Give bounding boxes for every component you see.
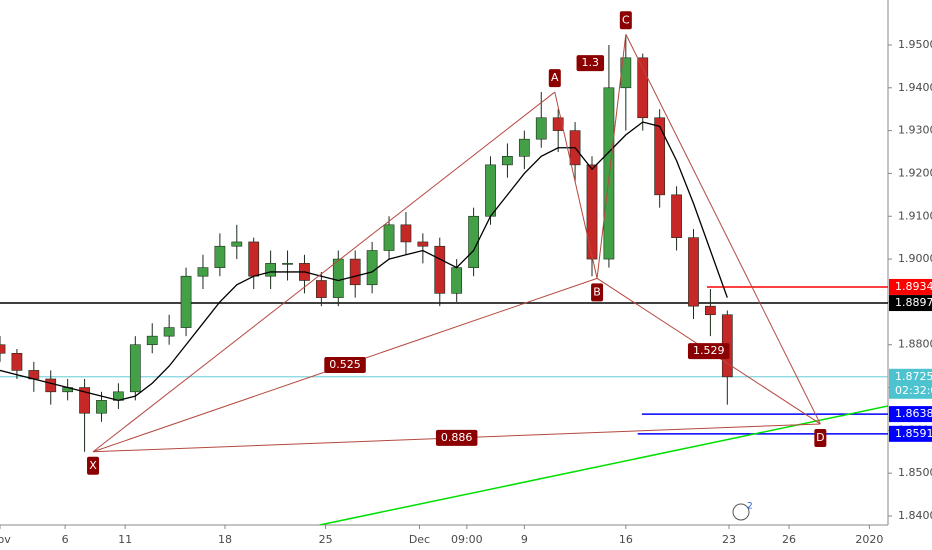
candle-body	[400, 224, 412, 243]
price-label-box	[889, 406, 932, 423]
candle-body	[637, 57, 649, 119]
y-tick-label: 1.84000	[898, 509, 932, 522]
candle-body	[502, 156, 513, 166]
pattern-point-box	[548, 69, 561, 88]
pattern-point-box	[87, 456, 100, 475]
candle-body	[654, 117, 666, 196]
price-label-box	[889, 278, 932, 295]
price-label: 1.85919	[895, 427, 932, 440]
candle-body	[0, 344, 6, 354]
pattern-point-label: C	[622, 13, 630, 26]
candle-body	[468, 215, 479, 268]
pattern-line	[596, 34, 627, 279]
price-label: 1.88973	[895, 296, 932, 309]
moving-average	[0, 121, 728, 402]
x-tick-label: 2020	[855, 533, 883, 546]
y-tick-label: 1.85000	[898, 466, 932, 479]
candle-body	[586, 164, 598, 260]
price-label-box	[889, 295, 932, 312]
y-tick-label: 1.94000	[898, 81, 932, 94]
candle-body	[349, 258, 361, 286]
candle-body	[11, 352, 23, 371]
badge-icon	[732, 503, 750, 521]
candle-body	[518, 138, 530, 157]
candle-body	[315, 280, 327, 298]
pattern-point-label: B	[593, 285, 601, 298]
candle-body	[603, 87, 615, 260]
price-label-box	[889, 425, 932, 442]
candle-body	[688, 237, 699, 307]
pattern-point-box	[591, 283, 604, 302]
x-tick-label: 16	[619, 533, 633, 546]
price-label: 1.87251	[895, 370, 932, 383]
candle-body	[146, 335, 158, 346]
x-tick-label: 09:00	[451, 533, 483, 546]
candle-body	[231, 241, 243, 247]
price-label-box	[889, 368, 932, 399]
pattern-ratio-label: 0.886	[441, 431, 473, 444]
candle-body	[45, 378, 57, 393]
y-tick-label: 1.88000	[898, 338, 932, 351]
candle-body	[366, 250, 378, 286]
candle-body	[552, 117, 564, 131]
pattern-ratio-box	[324, 357, 366, 374]
candle-body	[180, 275, 192, 328]
x-tick-label: 6	[62, 533, 69, 546]
candle-body	[451, 267, 463, 294]
pattern-line	[554, 91, 598, 279]
candle-body	[434, 245, 446, 294]
candle-body	[485, 164, 496, 217]
candle-body	[214, 245, 226, 268]
candle-body	[197, 267, 209, 277]
x-tick-label: 18	[218, 533, 232, 546]
pattern-line	[92, 91, 556, 453]
candle-body	[671, 194, 682, 238]
price-label: 1.86380	[895, 407, 932, 420]
pattern-ratio-label: 1.3	[582, 56, 600, 69]
pattern-ratio-box	[576, 55, 605, 72]
candle-body	[96, 400, 107, 414]
x-tick-label: 26	[782, 533, 796, 546]
price-countdown: 02:32:02	[895, 384, 932, 397]
pattern-point-box	[814, 428, 827, 447]
pattern-ratio-box	[687, 343, 730, 360]
candle-body	[705, 305, 716, 316]
y-tick-label: 1.91000	[898, 209, 932, 222]
candle-body	[332, 258, 344, 298]
candle-body	[79, 387, 90, 414]
pattern-ratio-label: 1.529	[693, 344, 725, 357]
candle-body	[417, 241, 429, 247]
y-tick-label: 1.95000	[898, 38, 932, 51]
x-tick-label: 23	[722, 533, 736, 546]
pattern-point-label: A	[551, 71, 559, 84]
candle-body	[535, 117, 547, 140]
y-tick-label: 1.92000	[898, 166, 932, 179]
candle-body	[248, 241, 260, 277]
candle-body	[163, 327, 175, 337]
pattern-point-label: X	[89, 459, 97, 472]
y-tick-label: 1.93000	[898, 124, 932, 137]
pattern-line	[625, 34, 821, 425]
candle-body	[620, 57, 632, 89]
y-tick-label: 1.90000	[898, 252, 932, 265]
pattern-ratio-label: 0.525	[329, 358, 361, 371]
pattern-point-box	[619, 11, 632, 30]
trend-line	[319, 405, 888, 525]
x-tick-label: Nov	[0, 533, 11, 546]
pattern-point-label: D	[816, 431, 824, 444]
candle-body	[383, 224, 395, 251]
candle-body	[129, 344, 141, 393]
plot-area	[0, 34, 888, 525]
candle-body	[282, 263, 293, 265]
pattern-ratio-box	[435, 429, 478, 446]
x-tick-label: 11	[118, 533, 132, 546]
x-tick-label: Dec	[409, 533, 430, 546]
candle-body	[265, 263, 277, 277]
x-tick-label: 9	[521, 533, 528, 546]
price-label: 1.89349	[895, 280, 932, 293]
badge-count: 2	[747, 502, 753, 512]
x-tick-label: 25	[319, 533, 333, 546]
